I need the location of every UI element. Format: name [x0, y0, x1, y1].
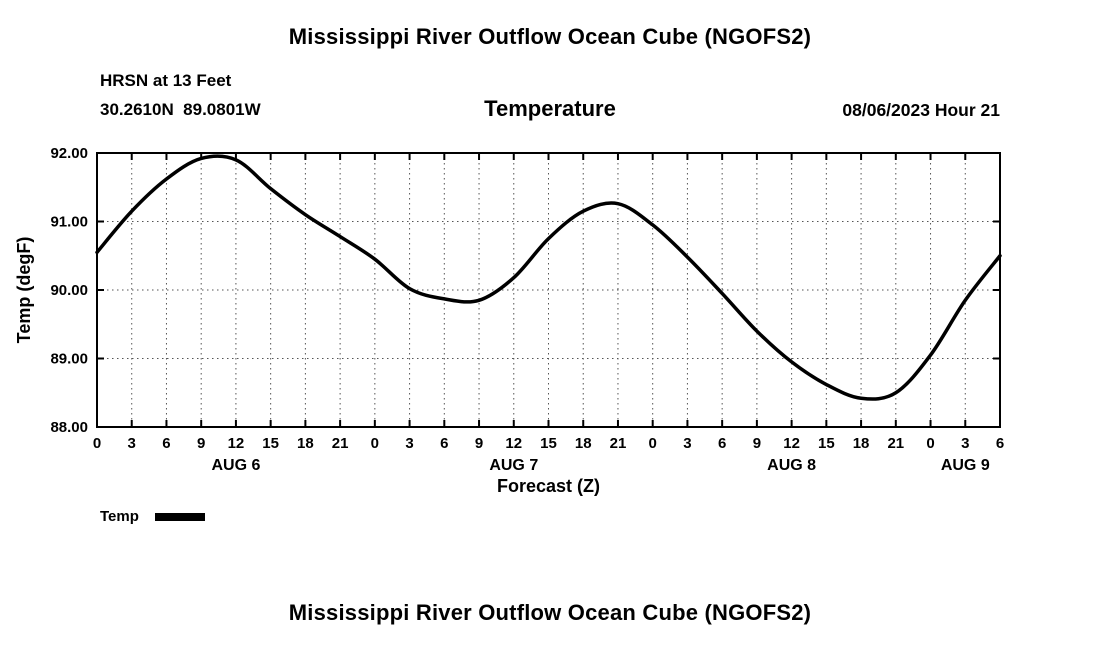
x-tick-label: 3: [683, 435, 691, 452]
x-tick-label: 15: [262, 435, 279, 452]
plot-title: Temperature: [484, 96, 616, 121]
x-tick-label: 15: [818, 435, 835, 452]
station-label: HRSN at 13 Feet: [100, 71, 232, 90]
x-tick-label: 0: [371, 435, 379, 452]
station-coordinates: 30.2610N 89.0801W: [100, 100, 261, 119]
x-tick-label: 0: [649, 435, 657, 452]
x-tick-label: 18: [853, 435, 870, 452]
x-tick-label: 21: [610, 435, 627, 452]
day-label: AUG 7: [489, 457, 538, 474]
y-tick-label: 90.00: [50, 282, 88, 299]
x-tick-label: 12: [228, 435, 245, 452]
x-tick-label: 12: [783, 435, 800, 452]
x-axis-title: Forecast (Z): [497, 476, 600, 496]
x-tick-label: 0: [93, 435, 101, 452]
legend-label: Temp: [100, 508, 139, 525]
x-tick-label: 21: [887, 435, 904, 452]
x-tick-label: 3: [961, 435, 969, 452]
y-tick-label: 89.00: [50, 351, 88, 368]
page-title-top: Mississippi River Outflow Ocean Cube (NG…: [288, 24, 812, 49]
y-tick-label: 91.00: [50, 214, 88, 231]
x-tick-label: 18: [297, 435, 314, 452]
x-tick-label: 9: [475, 435, 483, 452]
plot-frame: [96, 152, 1001, 428]
x-tick-label: 6: [440, 435, 448, 452]
temperature-curve: [95, 154, 1002, 401]
legend: Temp: [100, 508, 205, 525]
x-tick-label: 6: [996, 435, 1004, 452]
day-label: AUG 9: [941, 457, 990, 474]
x-tick-label: 6: [718, 435, 726, 452]
y-axis-title: Temp (degF): [14, 237, 34, 344]
x-tick-label: 0: [926, 435, 934, 452]
day-label: AUG 6: [211, 457, 260, 474]
x-tick-label: 9: [197, 435, 205, 452]
page-title-bottom: Mississippi River Outflow Ocean Cube (NG…: [288, 600, 812, 625]
x-tick-label: 3: [128, 435, 136, 452]
x-tick-label: 3: [405, 435, 413, 452]
forecast-datetime: 08/06/2023 Hour 21: [842, 100, 1000, 120]
day-label: AUG 8: [767, 457, 816, 474]
x-tick-label: 15: [540, 435, 557, 452]
legend-line-swatch: [154, 512, 205, 521]
x-tick-label: 18: [575, 435, 592, 452]
y-tick-label: 92.00: [50, 145, 88, 162]
x-tick-label: 9: [753, 435, 761, 452]
y-tick-label: 88.00: [50, 419, 88, 436]
x-tick-label: 21: [332, 435, 349, 452]
x-tick-label: 12: [505, 435, 522, 452]
x-tick-label: 6: [162, 435, 170, 452]
